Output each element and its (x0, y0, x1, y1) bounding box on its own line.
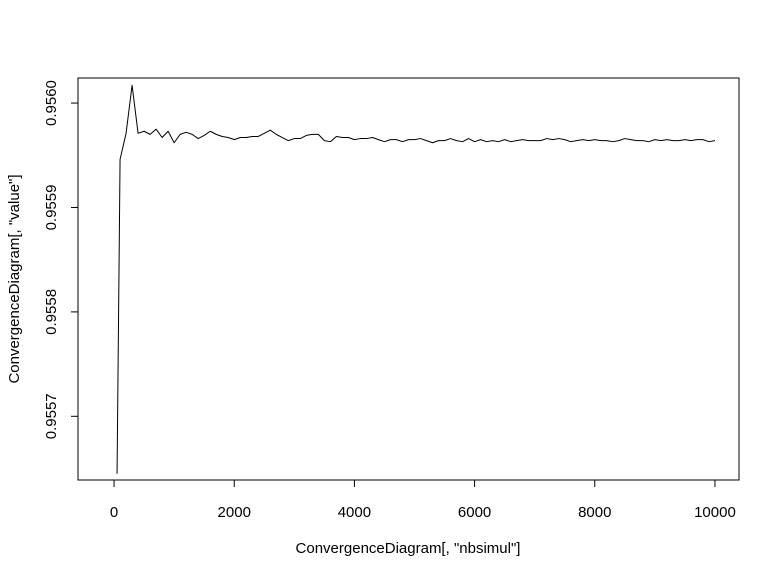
y-tick-label: 0.9560 (43, 80, 60, 126)
y-tick-label: 0.9559 (43, 185, 60, 231)
series-line (116, 84, 716, 474)
x-tick-label: 6000 (458, 504, 491, 521)
x-tick-label: 10000 (694, 504, 736, 521)
x-tick-label: 0 (110, 504, 118, 521)
x-tick-label: 4000 (338, 504, 371, 521)
y-tick-label: 0.9557 (43, 393, 60, 439)
y-tick-label: 0.9558 (43, 289, 60, 335)
x-tick-label: 8000 (578, 504, 611, 521)
x-tick-label: 2000 (218, 504, 251, 521)
x-ticks: 0 2000 4000 6000 8000 10000 (110, 480, 736, 521)
x-axis-label: ConvergenceDiagram[, "nbsimul"] (296, 540, 521, 557)
y-axis-label: ConvergenceDiagram[, "value"] (6, 174, 23, 383)
y-ticks: 0.9557 0.9558 0.9559 0.9560 (43, 80, 78, 439)
